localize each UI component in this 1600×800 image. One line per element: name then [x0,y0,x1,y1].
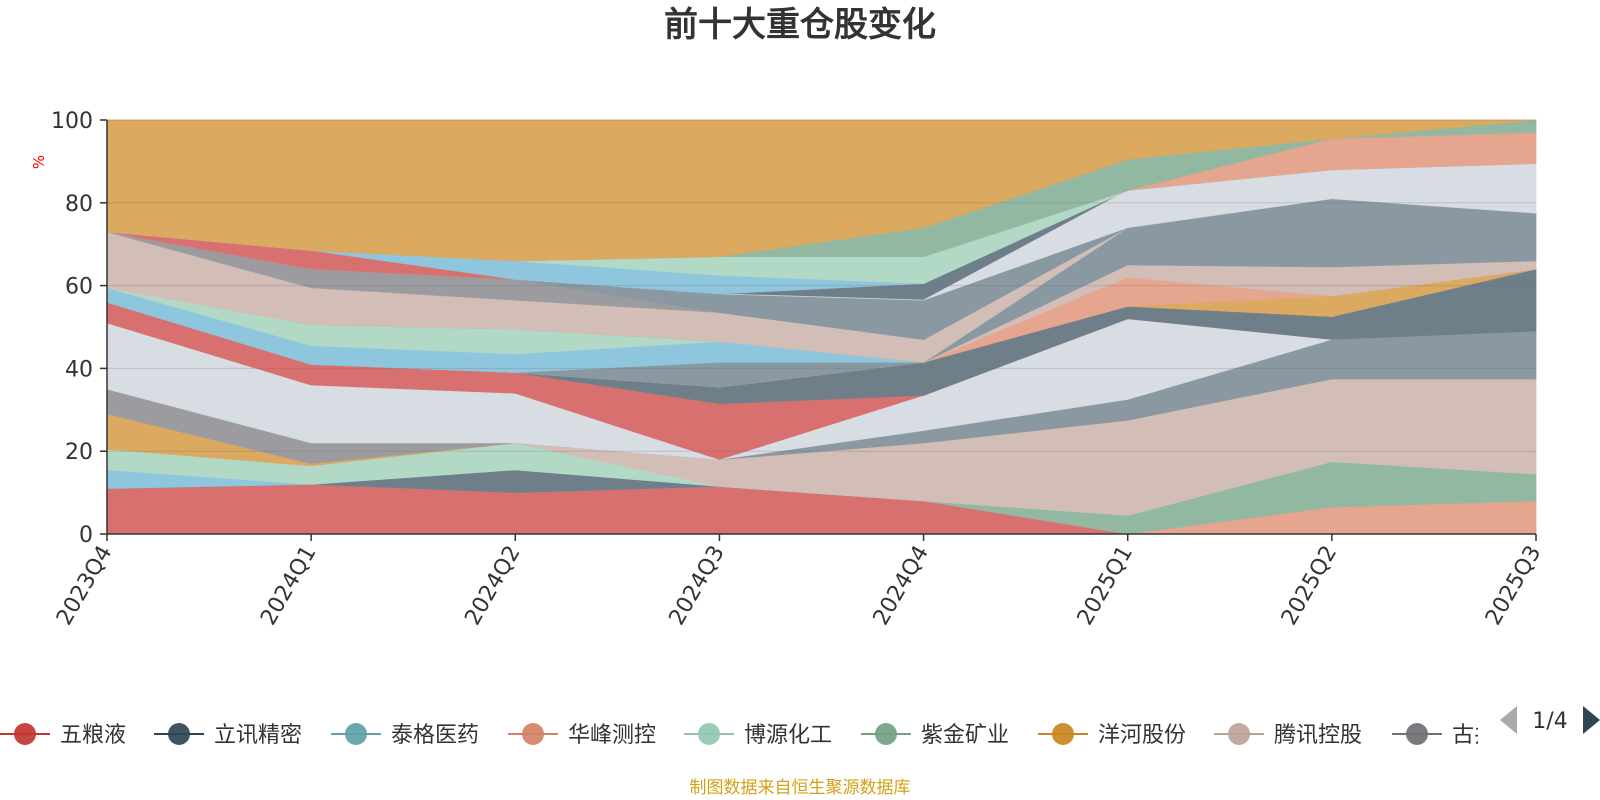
triangle-left-icon[interactable] [1500,706,1517,734]
x-tick-label: 2023Q4 [52,542,117,630]
y-tick-label: 0 [79,523,93,548]
legend-marker [522,723,544,745]
y-tick-label: 20 [65,440,93,465]
y-tick-label: 100 [51,109,93,134]
legend-pager: 1/4 [1500,706,1600,734]
legend-label: 华峰测控 [568,723,656,748]
x-tick-label: 2025Q2 [1277,542,1342,630]
legend-item[interactable]: 立讯精密 [154,723,302,748]
legend-label: 立讯精密 [214,723,302,748]
legend-label: 古井贡酒 [1452,723,1540,748]
y-axis-unit: % [30,155,48,169]
legend-label: 紫金矿业 [921,723,1009,748]
legend-item[interactable]: 五粮液 [0,723,126,748]
y-tick-label: 80 [65,192,93,217]
legend-marker [1052,723,1074,745]
x-tick-label: 2025Q1 [1073,542,1138,630]
area-band-30 [106,119,1537,262]
x-tick-label: 2024Q2 [460,542,525,630]
legend-marker [14,723,36,745]
legend: 五粮液 立讯精密 泰格医药 华峰测控 博源化工 紫金矿业 洋河股份 腾讯控股 古井贡酒 [0,723,1540,748]
y-tick-label: 40 [65,357,93,382]
legend-marker [1228,723,1250,745]
legend-marker [698,723,720,745]
legend-label: 洋河股份 [1098,723,1186,748]
legend-label: 泰格医药 [391,723,479,748]
legend-item[interactable]: 紫金矿业 [861,723,1009,748]
triangle-right-icon[interactable] [1583,706,1600,734]
legend-item[interactable]: 泰格医药 [331,723,479,748]
x-tick-label: 2024Q1 [256,542,321,630]
legend-marker [875,723,897,745]
legend-item[interactable]: 古井贡酒 [1392,723,1540,748]
area-bands [106,119,1537,535]
legend-item[interactable]: 洋河股份 [1038,723,1186,748]
gridlines-overlay [107,119,1536,452]
axes [106,120,1536,535]
footer-source: 制图数据来自恒生聚源数据库 [690,778,911,798]
x-tick-label: 2024Q3 [665,542,730,630]
y-tick-label: 60 [65,275,93,300]
x-tick-label: 2025Q3 [1481,542,1546,630]
legend-label: 五粮液 [60,723,126,748]
legend-marker [345,723,367,745]
x-tick-labels: 2023Q4 2024Q1 2024Q2 2024Q3 2024Q4 2025Q1 2025… [52,534,1546,630]
legend-marker [168,723,190,745]
chart-title: 前十大重仓股变化 [664,5,936,45]
legend-label: 腾讯控股 [1274,723,1362,748]
legend-item[interactable]: 华峰测控 [508,723,656,748]
y-tick-labels: 0 20 40 60 80 100 [51,109,107,548]
legend-label: 博源化工 [744,723,832,748]
legend-marker [1406,723,1428,745]
legend-item[interactable]: 腾讯控股 [1214,723,1362,748]
legend-item[interactable]: 博源化工 [684,723,832,748]
x-tick-label: 2024Q4 [869,542,934,630]
legend-page-indicator: 1/4 [1532,709,1567,734]
